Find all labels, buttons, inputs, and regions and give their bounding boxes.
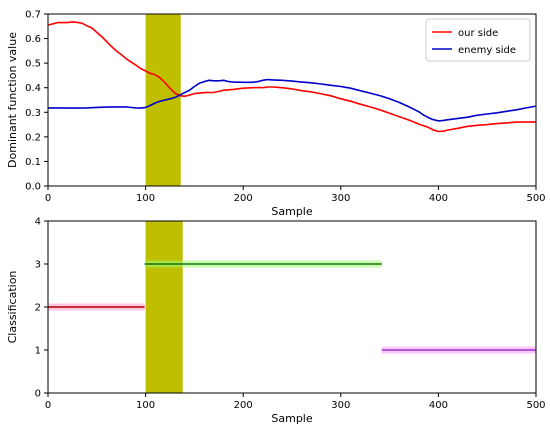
- y-tick-label: 0.4: [25, 83, 41, 94]
- series-line-2: [48, 78, 537, 122]
- y-tick-label: 0.0: [25, 182, 41, 193]
- legend: our side enemy side: [425, 18, 531, 62]
- y-axis-label: Classification: [6, 271, 19, 344]
- y-axis-label: Dominant function value: [6, 32, 19, 168]
- highlight-band: [145, 221, 183, 393]
- x-tick-label: 0: [45, 400, 51, 411]
- chart-panel-2: 0 100 200 300 400 500 0 1 2 3 4 Sample Classificatio…: [6, 217, 546, 426]
- axes-frame: [47, 13, 537, 187]
- y-tick-label: 0.7: [25, 10, 41, 21]
- x-tick-label: 0: [45, 193, 51, 204]
- x-tick-label: 200: [234, 400, 253, 411]
- legend-label: our side: [458, 28, 498, 39]
- y-tick-label: 0.1: [25, 157, 41, 168]
- y-tick-label: 0.2: [25, 132, 41, 143]
- y-tick-label: 2: [35, 303, 41, 314]
- x-tick-label: 400: [429, 400, 448, 411]
- y-tick-label: 4: [35, 217, 41, 228]
- x-axis-label: Sample: [271, 205, 312, 218]
- y-tick-label: 0.5: [25, 59, 41, 70]
- legend-label: enemy side: [458, 45, 516, 56]
- x-tick-label: 500: [526, 193, 545, 204]
- y-tick-label: 1: [35, 346, 41, 357]
- chart-panel-1: 0 100 200 300 400 500 0.0 0.1 0.2 0.3 0.4 0.5 0.6 0.7…: [6, 10, 546, 219]
- series-line-1: [47, 21, 537, 133]
- x-axis-label: Sample: [271, 412, 312, 425]
- y-tick-label: 0.3: [25, 108, 41, 119]
- y-tick-label: 0.6: [25, 34, 41, 45]
- legend-box: [425, 18, 531, 62]
- x-tick-label: 500: [526, 400, 545, 411]
- y-tick-label: 3: [35, 260, 41, 271]
- x-tick-label: 300: [331, 400, 350, 411]
- y-tick-label: 0: [35, 389, 41, 400]
- x-tick-label: 300: [331, 193, 350, 204]
- x-tick-label: 200: [234, 193, 253, 204]
- x-tick-label: 100: [136, 400, 155, 411]
- x-tick-label: 400: [429, 193, 448, 204]
- x-tick-label: 100: [136, 193, 155, 204]
